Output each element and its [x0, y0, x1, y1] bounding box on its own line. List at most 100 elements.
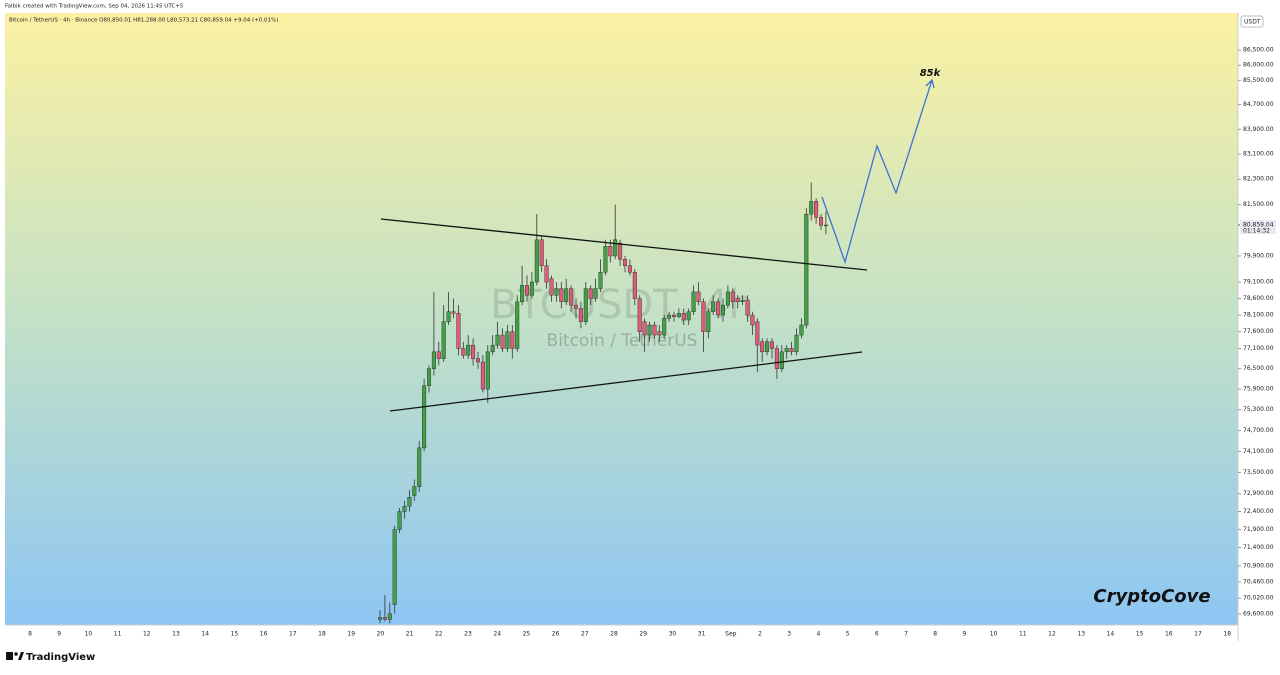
candle-body: [804, 213, 809, 326]
candle-body: [814, 201, 819, 218]
x-tick-label: 20: [377, 631, 385, 638]
x-tick-label: 12: [143, 631, 151, 638]
candle-body: [774, 348, 779, 369]
x-tick-label: 18: [1223, 631, 1231, 638]
y-tick-label: 82,300.00: [1243, 176, 1274, 183]
y-tick-label: 74,700.00: [1243, 427, 1274, 434]
candle-body: [623, 259, 628, 266]
arrow-head: [925, 78, 935, 89]
candle-body: [676, 313, 681, 317]
y-tick-label: 79,100.00: [1243, 279, 1274, 286]
y-tick-label: 70,020.00: [1243, 595, 1274, 602]
projection: [821, 79, 933, 265]
x-tick-label: 11: [114, 631, 122, 638]
candle-body: [627, 265, 632, 273]
candle-body: [441, 321, 446, 359]
candle-body: [412, 486, 417, 496]
candle-body: [632, 272, 637, 299]
candle-body: [721, 304, 726, 316]
x-tick-label: 19: [347, 631, 355, 638]
candle-body: [799, 324, 804, 336]
plot-background: [5, 13, 1238, 625]
x-tick-label: 13: [172, 631, 180, 638]
x-tick-label: 14: [201, 631, 209, 638]
candle-body: [456, 313, 461, 349]
x-tick-label: 13: [1077, 631, 1085, 638]
candle-body: [711, 301, 716, 312]
brand: CryptoCove: [1093, 586, 1210, 607]
candle-body: [476, 358, 481, 363]
candle-body: [574, 304, 579, 309]
candle-body: [431, 351, 436, 369]
candle-body: [500, 334, 505, 349]
candle-body: [593, 288, 598, 299]
footer-logo: TradingView: [6, 652, 95, 663]
candle-body: [407, 497, 412, 507]
candles: [378, 182, 828, 624]
candle-body: [461, 348, 466, 356]
candle-body: [696, 291, 701, 303]
y-tick-label: 76,500.00: [1243, 365, 1274, 372]
candle-body: [637, 298, 642, 332]
candle-body: [667, 314, 672, 319]
candle-body: [725, 291, 730, 306]
y-tick-label: 72,400.00: [1243, 508, 1274, 515]
candle-body: [735, 298, 740, 303]
candle-body: [672, 314, 677, 317]
last-price-label: 80,859.04: [1243, 222, 1274, 229]
countdown: 01:14:32: [1243, 228, 1270, 235]
y-tick-label: 70,460.00: [1243, 578, 1274, 585]
x-tick-label: 30: [669, 631, 677, 638]
x-tick-label: Sep: [725, 631, 737, 638]
candle-body: [789, 348, 794, 353]
y-tick-label: 78,100.00: [1243, 312, 1274, 319]
candle-body: [559, 288, 564, 303]
logo-icon: [6, 652, 13, 660]
x-tick-label: 8: [933, 631, 937, 638]
candle-body: [603, 246, 608, 273]
x-tick-label: 2: [758, 631, 762, 638]
candle-body: [750, 314, 755, 326]
candle-body: [387, 613, 392, 620]
candle-body: [505, 331, 510, 349]
candle-body: [451, 311, 456, 314]
candle-body: [779, 351, 784, 369]
x-tick-label: 16: [260, 631, 268, 638]
y-tick-label: 70,900.00: [1243, 562, 1274, 569]
x-tick-label: 12: [1048, 631, 1056, 638]
candle-body: [745, 299, 750, 316]
last-price-box: [1240, 220, 1276, 235]
trendline: [380, 218, 868, 271]
candle-body: [618, 242, 623, 260]
logo-icon: [18, 652, 24, 660]
logo-icon: [14, 652, 18, 656]
candle-body: [760, 341, 765, 353]
candle-body: [770, 341, 775, 349]
x-tick-label: 23: [464, 631, 472, 638]
x-tick-label: 21: [406, 631, 414, 638]
candle-body: [819, 217, 824, 226]
candle-body: [588, 288, 593, 299]
y-tick-label: 74,100.00: [1243, 448, 1274, 455]
candle-body: [466, 344, 471, 356]
x-tick-label: 24: [493, 631, 501, 638]
candle-body: [647, 324, 652, 336]
y-tick-label: 78,600.00: [1243, 295, 1274, 302]
y-tick-label: 69,600.00: [1243, 610, 1274, 617]
x-tick-label: 9: [962, 631, 966, 638]
candle-body: [427, 368, 432, 386]
x-tick-label: 15: [231, 631, 239, 638]
candle-body: [569, 288, 574, 306]
candle-body: [701, 301, 706, 332]
candle-body: [510, 331, 515, 349]
x-tick-label: 16: [1165, 631, 1173, 638]
candle-body: [520, 285, 525, 303]
candle-body: [794, 334, 799, 353]
x-tick-label: 27: [581, 631, 589, 638]
candle-body: [662, 318, 667, 336]
candle-body: [515, 301, 520, 349]
y-tick-label: 71,900.00: [1243, 526, 1274, 533]
candle-body: [525, 285, 530, 296]
x-tick-label: 22: [435, 631, 443, 638]
candle-body: [730, 291, 735, 303]
